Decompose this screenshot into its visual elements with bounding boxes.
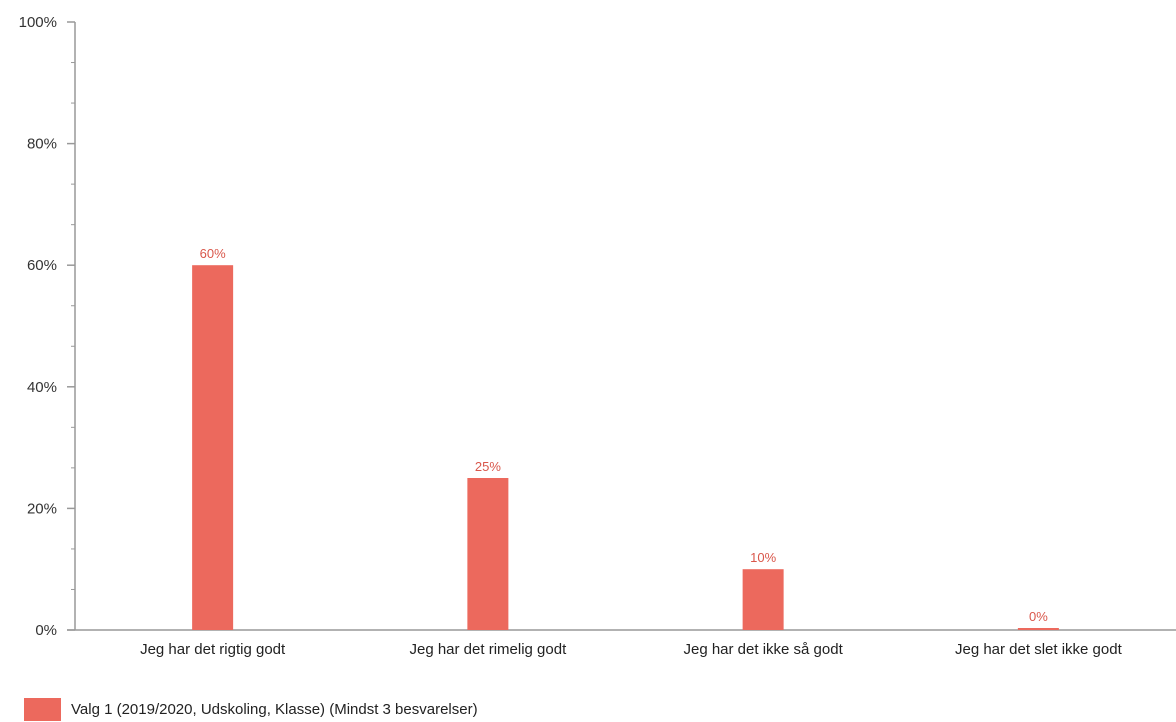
y-tick-label: 20% bbox=[27, 500, 57, 517]
legend-label: Valg 1 (2019/2020, Udskoling, Klasse) (M… bbox=[71, 701, 478, 718]
bar bbox=[742, 569, 784, 630]
legend-swatch bbox=[24, 698, 61, 721]
x-tick-label: Jeg har det slet ikke godt bbox=[955, 641, 1123, 658]
bars: 60% 25% 10% 0% bbox=[192, 246, 1059, 630]
legend: Valg 1 (2019/2020, Udskoling, Klasse) (M… bbox=[24, 698, 478, 721]
y-tick-label: 60% bbox=[27, 257, 57, 274]
y-tick-label: 0% bbox=[35, 622, 57, 639]
x-axis: Jeg har det rigtig godt Jeg har det rimel… bbox=[67, 629, 1176, 658]
data-label: 10% bbox=[750, 550, 776, 565]
data-label: 60% bbox=[200, 246, 226, 261]
y-tick-label: 80% bbox=[27, 136, 57, 153]
data-label: 25% bbox=[475, 459, 501, 474]
bar bbox=[467, 478, 509, 630]
x-tick-label: Jeg har det ikke så godt bbox=[683, 641, 843, 658]
data-label: 0% bbox=[1029, 609, 1048, 624]
y-axis: 0% 20% 40% 60% 80% 100% bbox=[19, 14, 76, 639]
bar bbox=[1017, 628, 1059, 630]
bar bbox=[192, 265, 234, 630]
y-tick-label: 100% bbox=[19, 14, 57, 31]
bar-chart: 0% 20% 40% 60% 80% 100% Jeg har det rigtig go… bbox=[19, 14, 1176, 658]
y-tick-label: 40% bbox=[27, 379, 57, 396]
x-tick-label: Jeg har det rimelig godt bbox=[409, 641, 567, 658]
x-tick-label: Jeg har det rigtig godt bbox=[140, 641, 286, 658]
